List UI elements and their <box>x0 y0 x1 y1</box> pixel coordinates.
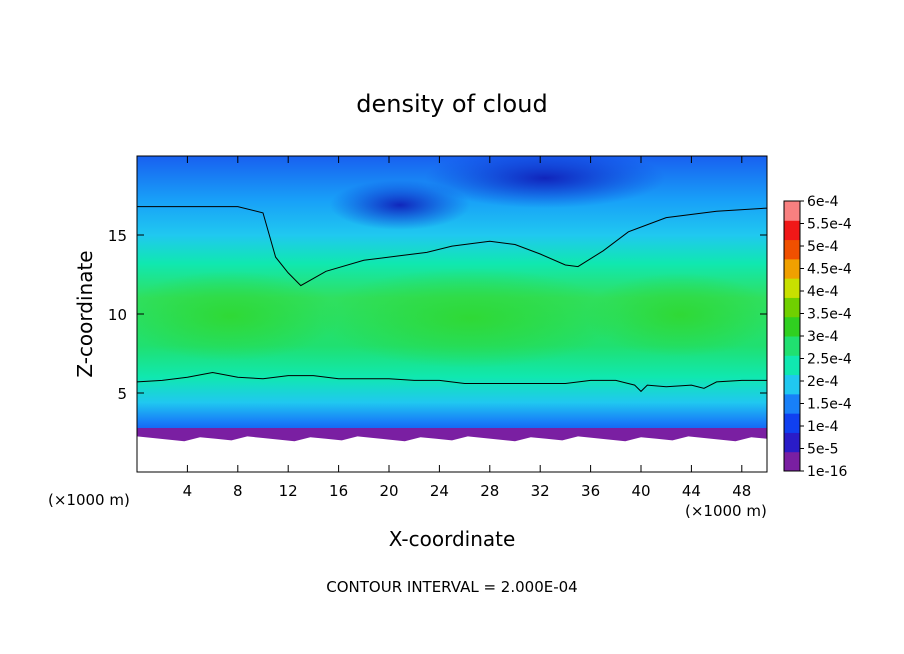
cloud-base-band <box>137 428 767 442</box>
colorbar-swatch <box>784 432 800 452</box>
colorbar-swatch <box>784 220 800 240</box>
colorbar-label: 5e-4 <box>807 239 839 255</box>
green-core-right <box>585 273 775 357</box>
clear-air-region <box>137 436 767 472</box>
x-tick-label: 16 <box>329 482 348 500</box>
x-tick-label: 4 <box>183 482 193 500</box>
x-tick-label: 36 <box>581 482 600 500</box>
x-tick-label: 44 <box>682 482 701 500</box>
chart-title: density of cloud <box>356 90 547 118</box>
y-axis-label: Z-coordinate <box>73 250 97 377</box>
colorbar-swatch <box>784 259 800 279</box>
x-tick-label: 28 <box>480 482 499 500</box>
x-tick-label: 32 <box>531 482 550 500</box>
colorbar-label: 1e-16 <box>807 464 847 480</box>
colorbar-swatch <box>784 240 800 260</box>
colorbar-label: 5e-5 <box>807 442 838 458</box>
x-axis-label: X-coordinate <box>389 527 516 551</box>
colorbar-label: 6e-4 <box>807 194 839 210</box>
colorbar-swatch <box>784 278 800 298</box>
green-core-left <box>120 271 340 361</box>
x-tick-label: 40 <box>631 482 650 500</box>
x-tick-label: 24 <box>430 482 449 500</box>
x-tick-label: 20 <box>379 482 398 500</box>
y-tick-label: 15 <box>108 227 127 245</box>
x-unit-left: (×1000 m) <box>48 491 130 509</box>
x-tick-label: 12 <box>279 482 298 500</box>
colorbar-swatch <box>784 336 800 356</box>
colorbar-swatch <box>784 355 800 375</box>
dark-pocket-mid <box>330 180 470 230</box>
colorbar-label: 2.5e-4 <box>807 352 852 368</box>
colorbar-swatch <box>784 317 800 337</box>
colorbar-swatch <box>784 413 800 433</box>
colorbar-label: 4.5e-4 <box>807 262 852 278</box>
contour-interval-note: CONTOUR INTERVAL = 2.000E-04 <box>326 578 577 596</box>
green-core-mid <box>320 268 620 368</box>
colorbar-swatch <box>784 201 800 221</box>
colorbar-label: 2e-4 <box>807 374 839 390</box>
colorbar-label: 1e-4 <box>807 419 839 435</box>
heatmap-field <box>120 148 775 472</box>
colorbar: 1e-16 5e-5 1e-4 1.5e-4 2e-4 2.5e-4 3e-4 3.5e-4 4… <box>784 194 852 480</box>
colorbar-swatch <box>784 394 800 414</box>
colorbar-swatch <box>784 452 800 472</box>
x-tick-label: 8 <box>233 482 243 500</box>
colorbar-swatch <box>784 375 800 395</box>
x-unit-right: (×1000 m) <box>685 502 767 520</box>
colorbar-label: 3.5e-4 <box>807 307 852 323</box>
y-tick-label: 10 <box>108 306 127 324</box>
colorbar-label: 5.5e-4 <box>807 217 852 233</box>
y-tick-label: 5 <box>117 385 127 403</box>
colorbar-label: 3e-4 <box>807 329 839 345</box>
colorbar-label: 1.5e-4 <box>807 397 852 413</box>
x-tick-label: 48 <box>732 482 751 500</box>
colorbar-label: 4e-4 <box>807 284 839 300</box>
colorbar-swatch <box>784 297 800 317</box>
